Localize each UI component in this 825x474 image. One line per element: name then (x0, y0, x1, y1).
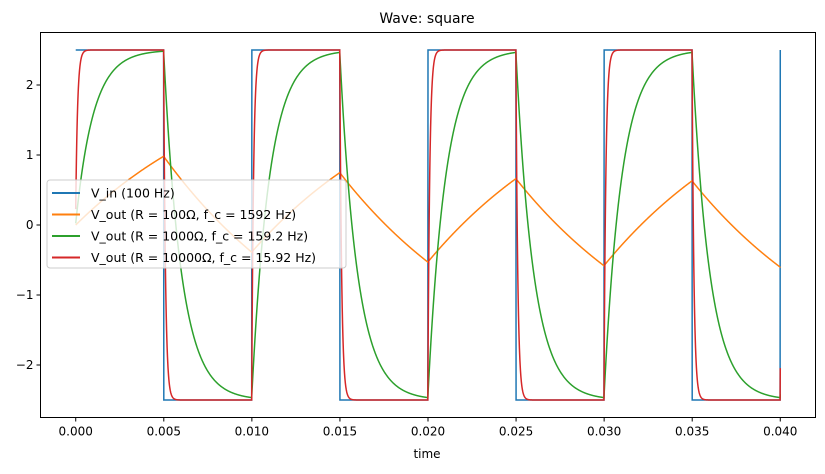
y-tick-label: 2 (26, 78, 34, 92)
x-tick-label: 0.030 (587, 425, 621, 439)
chart-title: Wave: square (379, 11, 474, 27)
x-tick-label: 0.010 (235, 425, 269, 439)
legend-box (46, 179, 347, 269)
x-tick-label: 0.040 (763, 425, 797, 439)
x-tick-label: 0.025 (499, 425, 533, 439)
y-tick-label: −2 (16, 358, 34, 372)
y-tick-label: 0 (26, 218, 34, 232)
x-tick-label: 0.020 (411, 425, 445, 439)
y-tick-label: −1 (16, 288, 34, 302)
series-line-3 (74, 49, 782, 401)
x-tick-label: 0.035 (675, 425, 709, 439)
legend-label: V_in (100 Hz) (91, 186, 175, 201)
legend-label: V_out (R = 1000Ω, f_c = 159.2 Hz) (91, 229, 308, 244)
legend: V_in (100 Hz) V_out (R = 100Ω, f_c = 1592… (46, 179, 347, 269)
y-tick-label: 1 (26, 148, 34, 162)
x-tick-label: 0.005 (147, 425, 181, 439)
x-tick-label: 0.015 (323, 425, 357, 439)
x-axis-label: time (413, 447, 440, 461)
legend-label: V_out (R = 100Ω, f_c = 1592 Hz) (91, 207, 296, 222)
legend-label: V_out (R = 10000Ω, f_c = 15.92 Hz) (91, 250, 316, 265)
x-tick-label: 0.000 (59, 425, 93, 439)
